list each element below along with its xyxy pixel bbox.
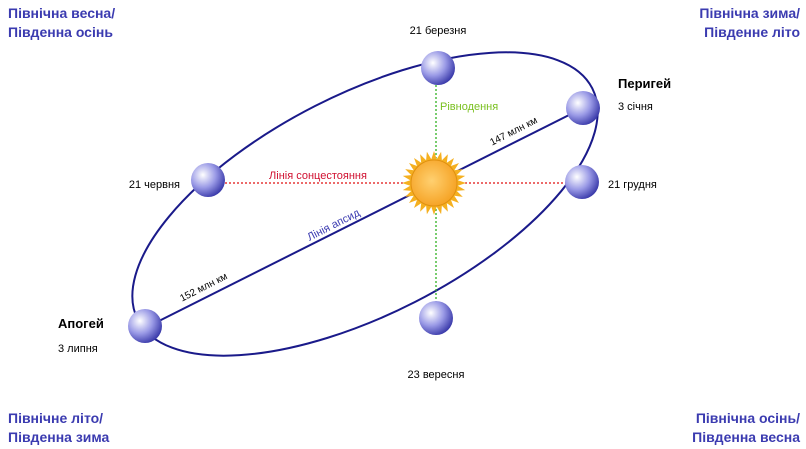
earth xyxy=(419,301,453,335)
planets xyxy=(128,51,600,343)
earth xyxy=(128,309,162,343)
date-label: 3 липня xyxy=(58,343,98,355)
perihelion-label: Перигей xyxy=(618,76,671,91)
corner-label: Північна весна/ xyxy=(8,5,115,21)
apsis-label: Лінія апсид xyxy=(305,207,362,244)
apsis-line xyxy=(145,108,583,328)
corner-label: Північна осінь/ xyxy=(696,410,800,426)
corner-label: Південна весна xyxy=(692,429,800,445)
date-label: 21 березня xyxy=(410,25,467,37)
earth xyxy=(421,51,455,85)
corner-label: Південне літо xyxy=(704,24,800,40)
aphelion-label: Апогей xyxy=(58,316,104,331)
date-label: 21 грудня xyxy=(608,179,657,191)
corner-label: Північна зима/ xyxy=(699,5,800,21)
corner-labels: Північна весна/ Південна осінь Північна … xyxy=(8,5,800,445)
corner-label: Південна осінь xyxy=(8,24,113,40)
corner-label: Південна зима xyxy=(8,429,110,445)
earth xyxy=(566,91,600,125)
earth xyxy=(191,163,225,197)
equinox-label: Рівнодення xyxy=(440,101,498,113)
orbit xyxy=(88,0,642,418)
orbit-diagram: Північна весна/ Південна осінь Північна … xyxy=(0,0,806,449)
sun-disk xyxy=(411,160,457,206)
date-label: 3 січня xyxy=(618,101,653,113)
date-label: 23 вересня xyxy=(408,369,465,381)
date-label: 21 червня xyxy=(129,179,180,191)
corner-label: Північне літо/ xyxy=(8,410,103,426)
earth xyxy=(565,165,599,199)
sun xyxy=(402,151,466,215)
solstice-label: Лінія сонцестояння xyxy=(269,170,367,182)
